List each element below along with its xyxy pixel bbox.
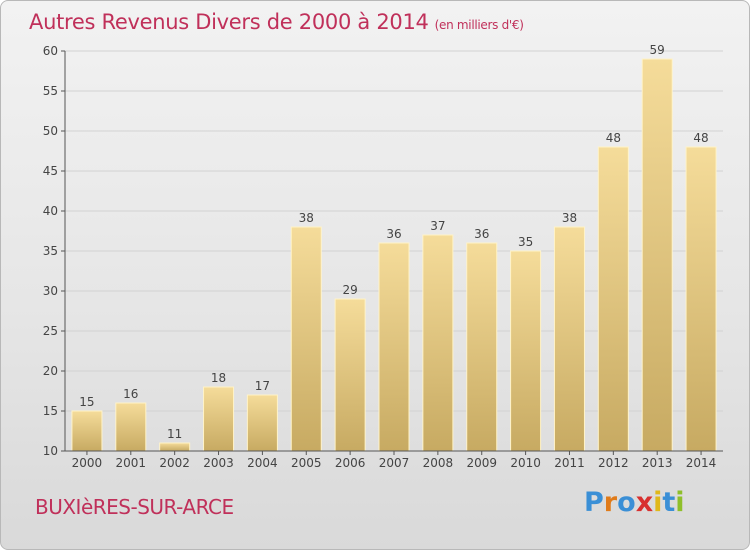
y-tick-label: 50	[43, 124, 58, 138]
value-label: 37	[430, 219, 445, 233]
x-tick-label: 2009	[466, 456, 497, 470]
value-label: 38	[299, 211, 314, 225]
value-label: 11	[167, 427, 182, 441]
x-tick-label: 2008	[423, 456, 454, 470]
logo-letter: i	[675, 487, 685, 518]
bar	[466, 242, 498, 452]
y-tick-label: 55	[43, 84, 58, 98]
bar	[334, 298, 366, 452]
value-labels: 15 16 11 18 17 38 29 36 37 36 35 38 48 59 48	[79, 43, 708, 441]
chart-title: Autres Revenus Divers de 2000 à 2014 (en …	[29, 10, 524, 34]
bar	[378, 242, 410, 452]
bar	[422, 234, 454, 452]
value-label: 17	[255, 379, 270, 393]
value-label: 48	[693, 131, 708, 145]
logo-letter: o	[617, 487, 636, 518]
y-tick-label: 45	[43, 164, 58, 178]
x-tick-label: 2001	[116, 456, 147, 470]
x-tick-label: 2000	[72, 456, 103, 470]
proxiti-logo: Proxiti	[584, 487, 685, 518]
value-label: 16	[123, 387, 138, 401]
chart-title-text: Autres Revenus Divers de 2000 à 2014	[29, 10, 429, 34]
bar	[685, 146, 717, 452]
y-tick-label: 40	[43, 204, 58, 218]
x-tick-label: 2011	[554, 456, 585, 470]
x-tick-label: 2013	[642, 456, 673, 470]
y-tick-label: 30	[43, 284, 58, 298]
place-name: BUXIèRES-SUR-ARCE	[35, 495, 234, 519]
y-tick-label: 10	[43, 444, 58, 458]
value-label: 36	[474, 227, 489, 241]
x-tick-label: 2002	[159, 456, 190, 470]
bar	[159, 442, 191, 452]
logo-letter: i	[653, 487, 663, 518]
bar	[290, 226, 322, 452]
bar	[553, 226, 585, 452]
bar	[203, 386, 235, 452]
bar	[641, 58, 673, 452]
logo-letter: r	[603, 487, 618, 518]
y-tick-label: 60	[43, 44, 58, 58]
bar	[71, 410, 103, 452]
y-tick-label: 15	[43, 404, 58, 418]
value-label: 38	[562, 211, 577, 225]
logo-letter: t	[662, 487, 676, 518]
x-tick-label: 2005	[291, 456, 322, 470]
x-tick-label: 2010	[510, 456, 541, 470]
value-label: 29	[342, 283, 357, 297]
bar	[510, 250, 542, 452]
value-label: 36	[386, 227, 401, 241]
logo-letter: P	[584, 487, 604, 518]
y-tick-label: 20	[43, 364, 58, 378]
x-tick-label: 2003	[203, 456, 234, 470]
x-tick-label: 2004	[247, 456, 278, 470]
value-label: 35	[518, 235, 533, 249]
x-tick-label: 2012	[598, 456, 629, 470]
bars	[71, 58, 717, 452]
logo-letter: x	[635, 487, 654, 518]
value-label: 48	[606, 131, 621, 145]
y-tick-label: 35	[43, 244, 58, 258]
bar	[246, 394, 278, 452]
y-tick-label: 25	[43, 324, 58, 338]
chart-subtitle: (en milliers d'€)	[434, 18, 524, 32]
x-tick-label: 2006	[335, 456, 366, 470]
x-tick-label: 2007	[379, 456, 410, 470]
value-label: 18	[211, 371, 226, 385]
axes: 10 15 20 25 30 35 40 45 50 55 60 2000 2001 2002 2003 20…	[43, 44, 723, 470]
value-label: 59	[650, 43, 665, 57]
bar	[115, 402, 147, 452]
x-tick-label: 2014	[686, 456, 717, 470]
value-label: 15	[79, 395, 94, 409]
bar	[597, 146, 629, 452]
